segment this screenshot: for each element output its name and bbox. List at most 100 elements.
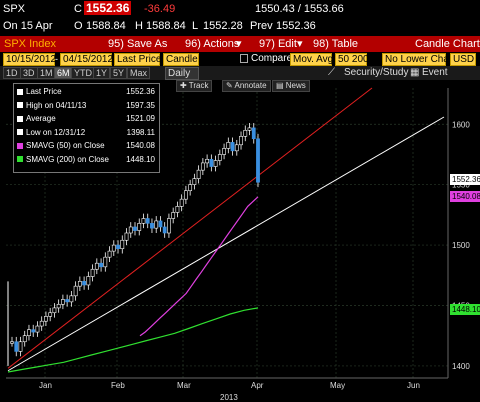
compare-checkbox[interactable] <box>240 54 248 63</box>
track-button[interactable]: ✚ Track <box>176 80 213 92</box>
legend-swatch <box>17 115 23 122</box>
legend-swatch <box>17 102 23 109</box>
price-field-select[interactable]: Last Price <box>114 53 161 66</box>
period-ytd[interactable]: YTD <box>71 67 95 79</box>
lower-chart-select[interactable]: No Lower Char <box>382 53 452 66</box>
security-study-button[interactable]: Security/Study <box>344 67 409 78</box>
candle-body <box>137 223 142 231</box>
chevron-down-icon: ▾ <box>297 38 303 50</box>
candle-body <box>18 341 23 352</box>
candle-body <box>247 127 252 131</box>
candle-body <box>179 198 184 207</box>
menu-bar: SPX Index 95) Save As 96) Actions ▾ 97) … <box>0 36 480 52</box>
quote-header: SPX C 1552.36 -36.49 1550.43 / 1553.66 <box>0 0 480 18</box>
legend-value: 1552.36 <box>126 87 155 96</box>
period-6m[interactable]: 6M <box>54 67 73 79</box>
legend-value: 1540.08 <box>126 141 155 150</box>
period-1d[interactable]: 1D <box>3 67 21 79</box>
line-chart-icon[interactable]: ⟋ <box>328 67 335 78</box>
candle-body <box>128 226 133 234</box>
candle-body <box>65 299 70 303</box>
quote-date: On 15 Apr <box>3 20 53 32</box>
y-tick-label: 1600 <box>452 120 470 129</box>
candle-body <box>200 162 205 171</box>
candle-body <box>230 142 235 152</box>
news-button[interactable]: ▤ News <box>272 80 310 92</box>
security-name[interactable]: SPX Index <box>4 37 56 51</box>
candle-body <box>99 262 103 268</box>
candle-body <box>251 127 256 140</box>
mov-avgs-select[interactable]: Mov. Avgs <box>290 53 338 66</box>
chart-legend: Last Price 1552.36 High on 04/11/13 1597.35… <box>13 83 160 173</box>
actions-menu[interactable]: 96) Actions <box>185 38 240 50</box>
sma200-line <box>7 307 259 373</box>
ticker: SPX <box>3 3 26 15</box>
candle-body <box>154 220 159 229</box>
candle-body <box>217 154 222 161</box>
calendar-icon[interactable]: ▦ <box>410 67 420 78</box>
annotate-button[interactable]: ✎ Annotate <box>222 80 271 92</box>
open-label: O <box>74 20 83 32</box>
legend-swatch <box>17 129 23 136</box>
style-select[interactable]: Candle <box>163 53 199 66</box>
period-max[interactable]: Max <box>127 67 151 79</box>
white-trend-line <box>7 116 445 372</box>
period-1m[interactable]: 1M <box>37 67 56 79</box>
x-tick-label: Jan <box>39 381 52 390</box>
edit-menu[interactable]: 97) Edit <box>259 38 297 50</box>
legend-label: Average <box>26 114 56 123</box>
save-as-menu[interactable]: 95) Save As <box>108 38 168 50</box>
candle-body <box>77 281 82 287</box>
high-label: H <box>135 20 143 32</box>
candle-body <box>145 218 150 224</box>
date-to-field[interactable]: 04/15/2012 <box>60 53 113 66</box>
prev-value: 1552.36 <box>276 20 316 32</box>
period-5y[interactable]: 5Y <box>110 67 128 79</box>
legend-item: SMAVG (200) on Close <box>17 155 109 165</box>
ma-values-field[interactable]: 50 200 <box>335 53 369 66</box>
x-tick-label: May <box>330 381 345 390</box>
low-label: L <box>192 20 199 32</box>
candle-body <box>209 158 214 167</box>
period-3d[interactable]: 3D <box>20 67 38 79</box>
candle-body <box>116 244 120 250</box>
candle-body <box>56 303 61 309</box>
candle-body <box>14 341 19 352</box>
candle-body <box>158 220 163 228</box>
candle-body <box>10 341 14 344</box>
legend-item: Average <box>17 114 56 124</box>
candle-body <box>188 184 193 192</box>
candle-body <box>124 232 129 241</box>
y-tick-label: 1550 <box>452 181 470 190</box>
legend-label: Low on 12/31/12 <box>26 127 86 137</box>
legend-label: SMAVG (200) on Close <box>26 154 109 164</box>
close-label: C <box>74 3 82 15</box>
high-value: 1588.84 <box>146 20 186 32</box>
candle-body <box>133 226 137 231</box>
low-value: 1552.28 <box>203 20 243 32</box>
candle-body <box>234 144 239 152</box>
candle-body <box>167 218 171 234</box>
event-button[interactable]: Event <box>422 67 448 78</box>
candle-body <box>183 190 188 200</box>
candle-body <box>60 299 65 305</box>
open-value: 1588.84 <box>86 20 126 32</box>
chart-type-label[interactable]: Candle Chart <box>415 38 480 50</box>
frequency-select[interactable]: Daily <box>165 67 199 80</box>
table-menu[interactable]: 98) Table <box>313 38 359 50</box>
legend-label: High on 04/11/13 <box>26 100 87 110</box>
net-change: -36.49 <box>144 3 176 15</box>
candle-body <box>162 226 167 234</box>
candle-body <box>27 329 31 337</box>
period-1y[interactable]: 1Y <box>93 67 111 79</box>
x-tick-label: Feb <box>111 381 125 390</box>
track-label: Track <box>188 81 209 90</box>
candle-body <box>86 276 91 286</box>
x-tick-label: Apr <box>251 381 264 390</box>
candle-body <box>90 268 95 277</box>
currency-select[interactable]: USD <box>450 53 476 66</box>
red-trend-line <box>7 87 373 369</box>
date-from-field[interactable]: 10/15/2012 <box>3 53 56 66</box>
candle-body <box>103 256 108 268</box>
legend-label: Last Price <box>26 87 62 96</box>
